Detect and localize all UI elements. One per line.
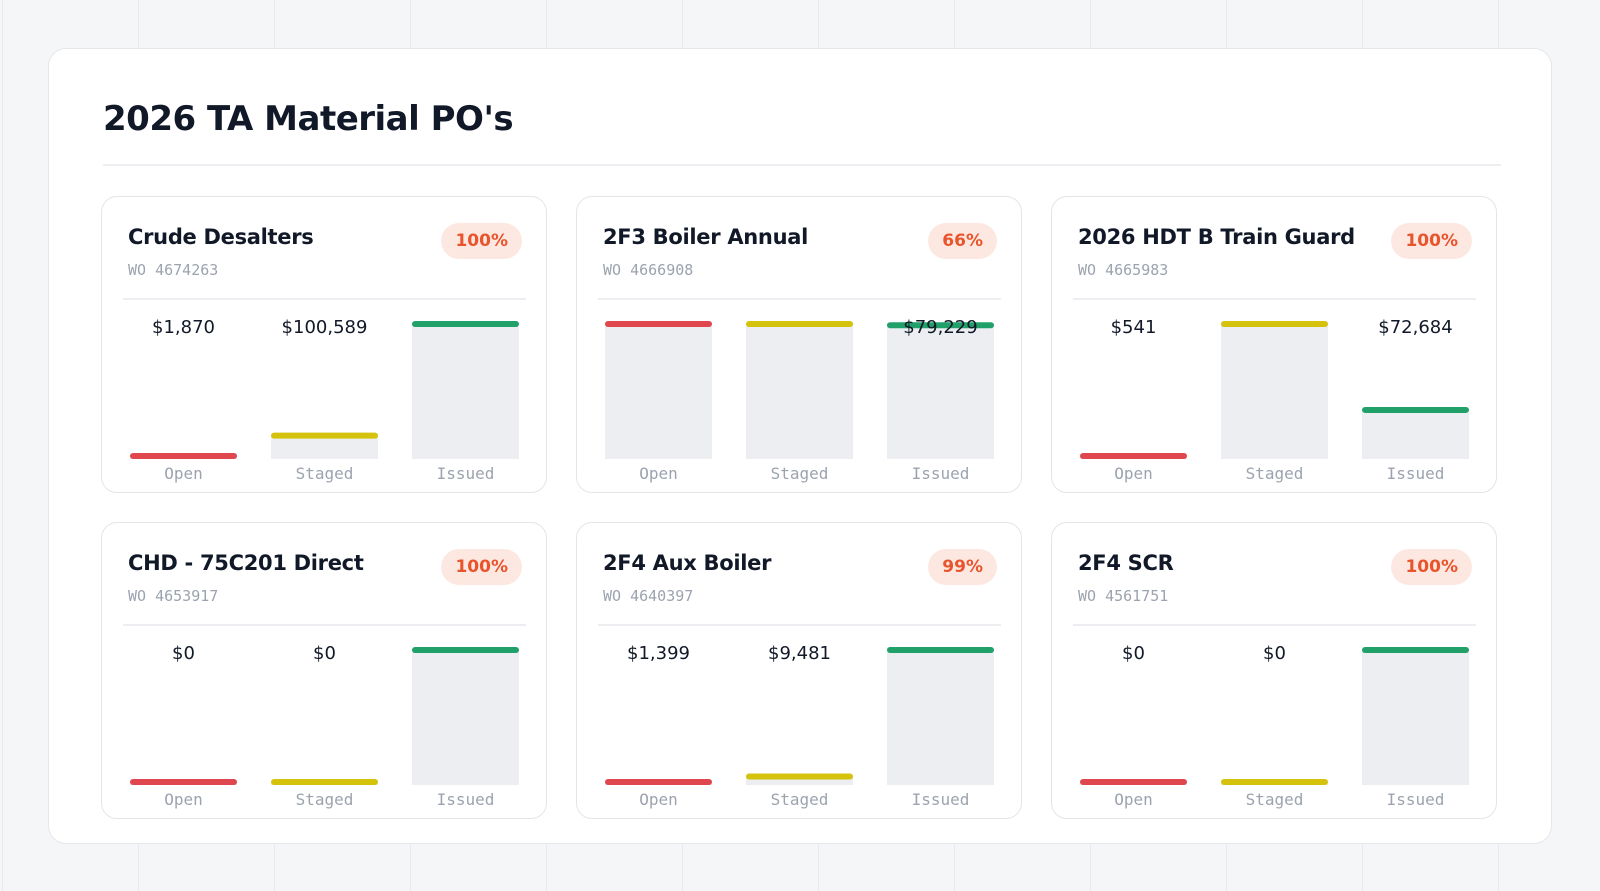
card-title: CHD - 75C201 Direct	[128, 551, 364, 575]
bar-cap-staged	[271, 432, 378, 439]
bar-issued	[412, 324, 519, 459]
category-label: Issued	[912, 790, 970, 809]
category-label: Staged	[1246, 790, 1304, 809]
category-label: Issued	[912, 464, 970, 483]
card-title: 2F4 Aux Boiler	[603, 551, 772, 575]
bar-cap-issued	[1362, 406, 1469, 413]
bar-chart: $0 Open $0 Staged Issued	[1080, 643, 1469, 809]
bar-cap-staged	[1221, 321, 1328, 327]
value-label: $100,589	[282, 317, 368, 338]
value-label: $0	[1263, 643, 1286, 664]
card-divider	[123, 298, 526, 300]
bar-issued	[887, 325, 994, 459]
card-title: 2F4 SCR	[1078, 551, 1174, 575]
category-label: Open	[1114, 790, 1153, 809]
percent-badge: 100%	[1391, 549, 1472, 585]
value-label: $1,870	[152, 317, 215, 338]
card-divider	[1073, 298, 1476, 300]
percent-badge: 100%	[441, 549, 522, 585]
bar-chart: $1,399 Open $9,481 Staged Issued	[605, 643, 994, 809]
bar-cap-open	[1080, 453, 1187, 459]
bar-cap-open	[130, 779, 237, 785]
bar-staged	[746, 324, 853, 459]
bar-chart: $541 Open Staged $72,684 Issued	[1080, 317, 1469, 483]
bar-issued	[887, 650, 994, 785]
card-title: Crude Desalters	[128, 225, 314, 249]
percent-badge: 99%	[928, 549, 997, 585]
card-work-order: WO 4666908	[603, 261, 694, 279]
bar-cap-issued	[887, 647, 994, 653]
bar-chart: Open Staged $79,229 Issued	[605, 317, 994, 483]
category-label: Open	[639, 464, 678, 483]
value-label: $79,229	[903, 317, 977, 338]
card-title: 2026 HDT B Train Guard	[1078, 225, 1355, 249]
bar-cap-staged	[746, 321, 853, 327]
bar-cap-open	[130, 453, 237, 459]
category-label: Open	[1114, 464, 1153, 483]
category-label: Open	[164, 790, 203, 809]
title-divider	[103, 164, 1501, 166]
card-divider	[1073, 624, 1476, 626]
bar-chart: $1,870 Open $100,589 Staged Issued	[130, 317, 519, 483]
bar-cap-staged	[271, 779, 378, 785]
bar-cap-staged	[746, 773, 853, 780]
bar-staged	[1221, 324, 1328, 459]
category-label: Issued	[1387, 790, 1445, 809]
bar-cap-issued	[412, 321, 519, 327]
card-title: 2F3 Boiler Annual	[603, 225, 808, 249]
card-work-order: WO 4653917	[128, 587, 219, 605]
card-divider	[123, 624, 526, 626]
category-label: Open	[164, 464, 203, 483]
bar-cap-staged	[1221, 779, 1328, 785]
value-label: $0	[172, 643, 195, 664]
bar-cap-open	[605, 321, 712, 327]
page-title: 2026 TA Material PO's	[103, 99, 514, 139]
po-card: 2026 HDT B Train Guard WO 4665983 100% $541…	[1051, 196, 1497, 493]
value-label: $1,399	[627, 643, 690, 664]
card-divider	[598, 298, 1001, 300]
value-label: $9,481	[768, 643, 831, 664]
bar-cap-issued	[1362, 647, 1469, 653]
category-label: Staged	[296, 464, 354, 483]
bar-cap-issued	[412, 647, 519, 653]
bar-issued	[1362, 409, 1469, 459]
po-card: Crude Desalters WO 4674263 100% $1,870 Open $…	[101, 196, 547, 493]
bar-cap-issued	[887, 322, 994, 329]
card-work-order: WO 4640397	[603, 587, 694, 605]
card-work-order: WO 4665983	[1078, 261, 1169, 279]
value-label: $0	[1122, 643, 1145, 664]
bar-cap-open	[1080, 779, 1187, 785]
card-work-order: WO 4561751	[1078, 587, 1169, 605]
percent-badge: 66%	[928, 223, 997, 259]
category-label: Issued	[1387, 464, 1445, 483]
value-label: $0	[313, 643, 336, 664]
bar-staged	[746, 776, 853, 785]
bar-cap-open	[605, 779, 712, 785]
category-label: Staged	[1246, 464, 1304, 483]
bar-staged	[271, 435, 378, 459]
card-divider	[598, 624, 1001, 626]
po-card: 2F4 Aux Boiler WO 4640397 99% $1,399 Open $9,…	[576, 522, 1022, 819]
dashboard-panel: 2026 TA Material PO's Crude Desalters WO …	[48, 48, 1552, 844]
category-label: Staged	[771, 790, 829, 809]
category-label: Issued	[437, 464, 495, 483]
bar-issued	[1362, 650, 1469, 785]
po-card: 2F4 SCR WO 4561751 100% $0 Open $0 Staged Issue…	[1051, 522, 1497, 819]
bar-chart: $0 Open $0 Staged Issued	[130, 643, 519, 809]
bar-issued	[412, 650, 519, 785]
value-label: $72,684	[1378, 317, 1452, 338]
category-label: Open	[639, 790, 678, 809]
po-card: 2F3 Boiler Annual WO 4666908 66% Open Staged…	[576, 196, 1022, 493]
bar-open	[605, 324, 712, 459]
percent-badge: 100%	[1391, 223, 1472, 259]
po-card: CHD - 75C201 Direct WO 4653917 100% $0 Open $…	[101, 522, 547, 819]
category-label: Staged	[771, 464, 829, 483]
percent-badge: 100%	[441, 223, 522, 259]
card-work-order: WO 4674263	[128, 261, 219, 279]
category-label: Staged	[296, 790, 354, 809]
category-label: Issued	[437, 790, 495, 809]
value-label: $541	[1111, 317, 1157, 338]
